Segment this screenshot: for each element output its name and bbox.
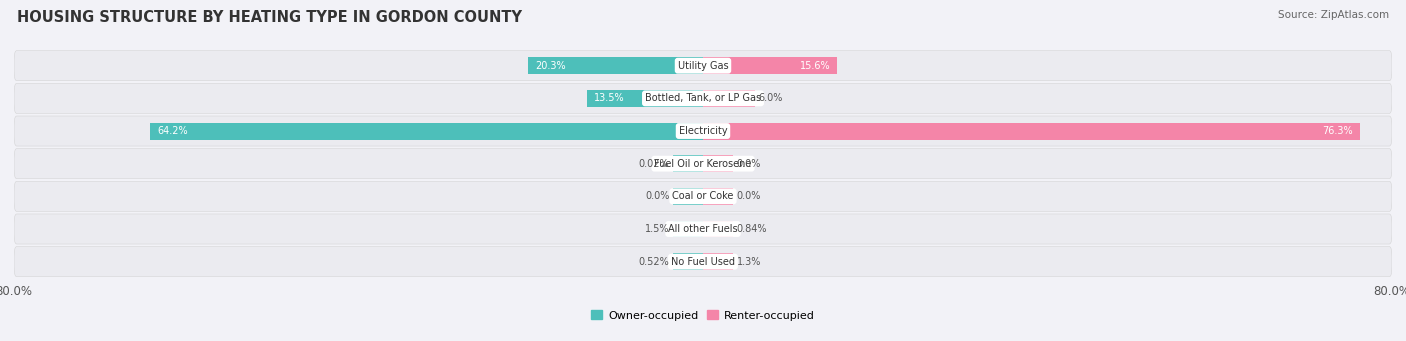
Text: Utility Gas: Utility Gas [678, 61, 728, 71]
Bar [703, 221, 733, 237]
Bar [703, 253, 733, 270]
Bar [150, 122, 703, 139]
Bar [586, 90, 703, 107]
Text: 76.3%: 76.3% [1323, 126, 1353, 136]
Bar [673, 155, 703, 172]
Text: 20.3%: 20.3% [536, 61, 565, 71]
FancyBboxPatch shape [14, 51, 1392, 81]
FancyBboxPatch shape [14, 149, 1392, 179]
Text: Source: ZipAtlas.com: Source: ZipAtlas.com [1278, 10, 1389, 20]
Text: 0.84%: 0.84% [737, 224, 768, 234]
Text: 0.0%: 0.0% [737, 191, 761, 201]
Text: Bottled, Tank, or LP Gas: Bottled, Tank, or LP Gas [645, 93, 761, 103]
Text: Electricity: Electricity [679, 126, 727, 136]
Text: 0.52%: 0.52% [638, 257, 669, 267]
Text: 1.5%: 1.5% [645, 224, 669, 234]
Text: 6.0%: 6.0% [758, 93, 783, 103]
Text: 0.0%: 0.0% [737, 159, 761, 169]
Text: All other Fuels: All other Fuels [668, 224, 738, 234]
Text: Coal or Coke: Coal or Coke [672, 191, 734, 201]
Text: 0.0%: 0.0% [645, 191, 669, 201]
Text: 13.5%: 13.5% [593, 93, 624, 103]
Text: No Fuel Used: No Fuel Used [671, 257, 735, 267]
Bar [703, 188, 733, 205]
FancyBboxPatch shape [14, 116, 1392, 146]
Text: 64.2%: 64.2% [157, 126, 187, 136]
Legend: Owner-occupied, Renter-occupied: Owner-occupied, Renter-occupied [586, 306, 820, 325]
Bar [703, 155, 733, 172]
Text: 0.02%: 0.02% [638, 159, 669, 169]
FancyBboxPatch shape [14, 83, 1392, 114]
Text: 1.3%: 1.3% [737, 257, 761, 267]
Bar [673, 221, 703, 237]
Bar [673, 253, 703, 270]
Bar [529, 57, 703, 74]
Text: 15.6%: 15.6% [800, 61, 831, 71]
FancyBboxPatch shape [14, 214, 1392, 244]
FancyBboxPatch shape [14, 247, 1392, 277]
FancyBboxPatch shape [14, 181, 1392, 211]
Bar [703, 122, 1360, 139]
Bar [673, 188, 703, 205]
Bar [703, 57, 838, 74]
Bar [703, 90, 755, 107]
Text: HOUSING STRUCTURE BY HEATING TYPE IN GORDON COUNTY: HOUSING STRUCTURE BY HEATING TYPE IN GOR… [17, 10, 522, 25]
Text: Fuel Oil or Kerosene: Fuel Oil or Kerosene [654, 159, 752, 169]
